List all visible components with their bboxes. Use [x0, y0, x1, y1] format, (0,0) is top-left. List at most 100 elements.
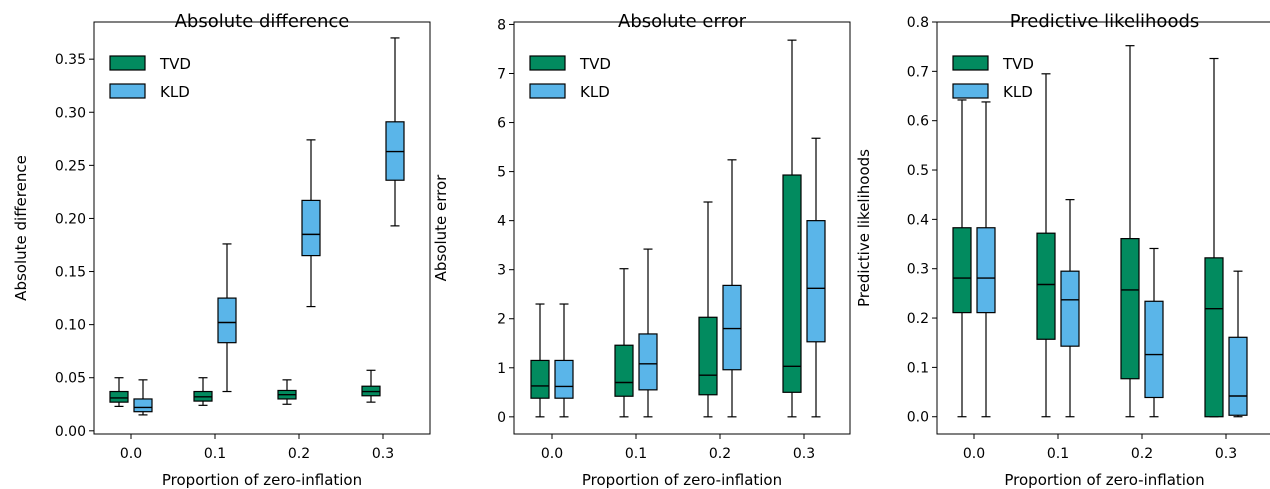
x-axis-label: Proportion of zero-inflation [582, 471, 782, 489]
box-iqr [109, 390, 129, 403]
x-tick-label: 0.1 [625, 446, 647, 462]
y-tick-label: 5 [497, 165, 506, 181]
box-kld-0.3 [385, 37, 405, 227]
x-tick-label: 0.0 [541, 446, 563, 462]
box-tvd-0.2 [1120, 45, 1140, 418]
plot-frame [93, 21, 431, 435]
y-tick-label: 1 [497, 361, 506, 377]
box-iqr [133, 398, 153, 413]
box-iqr [1204, 257, 1224, 418]
y-tick-label: 0.6 [907, 114, 929, 130]
y-tick-label: 0.20 [55, 211, 86, 227]
y-tick-label: 0.35 [55, 52, 86, 68]
box-iqr [806, 220, 826, 343]
box-kld-0.2 [301, 139, 321, 308]
y-tick-label: 3 [497, 263, 506, 279]
x-tick-label: 0.0 [120, 446, 142, 462]
x-tick-label: 0.1 [204, 446, 226, 462]
x-tick-label: 0.0 [963, 446, 985, 462]
legend-swatch-tvd [529, 55, 566, 71]
x-tick-label: 0.3 [372, 446, 394, 462]
y-tick-label: 2 [497, 312, 506, 328]
box-tvd-0.3 [361, 369, 381, 403]
box-kld-0.1 [217, 243, 237, 393]
box-tvd-0.0 [530, 303, 550, 418]
box-kld-0.0 [133, 379, 153, 416]
box-iqr [1144, 300, 1164, 399]
box-iqr [1228, 336, 1248, 416]
legend-label: KLD [1003, 83, 1033, 101]
y-tick-label: 0.00 [55, 424, 86, 440]
y-tick-label: 0.7 [907, 64, 929, 80]
box-iqr [1036, 232, 1056, 340]
y-tick-label: 8 [497, 17, 506, 33]
y-axis-label: Absolute error [432, 174, 450, 281]
box-tvd-0.0 [109, 377, 129, 407]
box-kld-0.3 [1228, 270, 1248, 418]
plot-frame [513, 21, 851, 435]
box-iqr [976, 227, 996, 314]
box-iqr [638, 333, 658, 391]
y-tick-label: 7 [497, 67, 506, 83]
box-tvd-0.2 [698, 201, 718, 418]
plot-frame [936, 21, 1270, 435]
box-tvd-0.1 [193, 377, 213, 406]
chart-panel-1: Absolute difference 0.00 0.05 0.10 0.15 0.20 0… [12, 11, 431, 489]
box-iqr [952, 227, 972, 314]
y-axis-label: Absolute difference [12, 155, 30, 301]
x-tick-label: 0.3 [793, 446, 815, 462]
box-kld-0.2 [1144, 247, 1164, 418]
y-tick-label: 0.30 [55, 105, 86, 121]
box-kld-0.2 [722, 159, 742, 418]
box-iqr [530, 359, 550, 399]
box-tvd-0.0 [952, 99, 972, 418]
y-tick-label: 0 [497, 410, 506, 426]
y-tick-label: 4 [497, 214, 506, 230]
x-tick-label: 0.3 [1215, 446, 1237, 462]
box-tvd-0.2 [277, 379, 297, 405]
legend-label: KLD [160, 83, 190, 101]
y-tick-label: 0.10 [55, 318, 86, 334]
y-tick-label: 0.1 [907, 360, 929, 376]
y-tick-label: 0.25 [55, 158, 86, 174]
box-iqr [1120, 238, 1140, 380]
y-tick-label: 0.2 [907, 311, 929, 327]
box-iqr [217, 297, 237, 344]
legend-label: KLD [580, 83, 610, 101]
x-tick-label: 0.2 [709, 446, 731, 462]
y-tick-label: 0.0 [907, 410, 929, 426]
y-tick-label: 6 [497, 116, 506, 132]
y-tick-label: 0.3 [907, 262, 929, 278]
x-tick-label: 0.2 [288, 446, 310, 462]
y-tick-label: 0.8 [907, 15, 929, 31]
box-iqr [614, 344, 634, 397]
box-iqr [698, 316, 718, 396]
box-tvd-0.1 [1036, 73, 1056, 418]
legend-label: TVD [579, 55, 611, 73]
box-iqr [782, 174, 802, 393]
legend-label: TVD [1002, 55, 1034, 73]
x-tick-label: 0.2 [1131, 446, 1153, 462]
box-tvd-0.1 [614, 268, 634, 418]
legend-swatch-kld [529, 83, 566, 99]
box-iqr [722, 284, 742, 371]
box-tvd-0.3 [782, 39, 802, 418]
box-kld-0.0 [976, 101, 996, 418]
y-axis-label: Predictive likelihoods [855, 149, 873, 307]
legend-swatch-tvd [109, 55, 146, 71]
legend-label: TVD [159, 55, 191, 73]
chart-panel-3: Predictive likelihoods 0.0 0.1 0.2 0.3 0.4 0.5… [855, 11, 1270, 489]
box-tvd-0.3 [1204, 57, 1224, 418]
box-kld-0.1 [1060, 199, 1080, 418]
box-kld-0.0 [554, 303, 574, 418]
box-iqr [554, 359, 574, 399]
y-tick-label: 0.05 [55, 371, 86, 387]
box-iqr [1060, 270, 1080, 347]
legend-swatch-kld [952, 83, 989, 99]
x-axis-label: Proportion of zero-inflation [162, 471, 362, 489]
y-tick-label: 0.15 [55, 265, 86, 281]
box-kld-0.3 [806, 137, 826, 418]
box-kld-0.1 [638, 248, 658, 418]
